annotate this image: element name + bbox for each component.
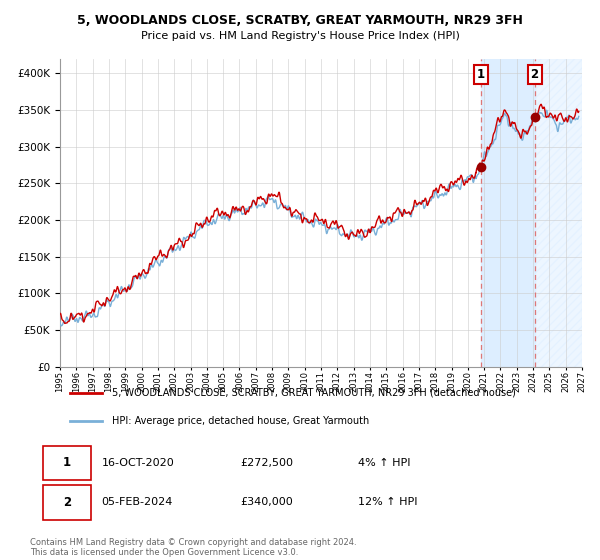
Text: 4% ↑ HPI: 4% ↑ HPI — [358, 458, 410, 468]
Text: 1: 1 — [476, 68, 485, 81]
Text: £272,500: £272,500 — [240, 458, 293, 468]
Text: Price paid vs. HM Land Registry's House Price Index (HPI): Price paid vs. HM Land Registry's House … — [140, 31, 460, 41]
Text: £340,000: £340,000 — [240, 497, 293, 507]
Text: 5, WOODLANDS CLOSE, SCRATBY, GREAT YARMOUTH, NR29 3FH (detached house): 5, WOODLANDS CLOSE, SCRATBY, GREAT YARMO… — [112, 388, 516, 398]
Text: 1: 1 — [62, 456, 71, 469]
Text: Contains HM Land Registry data © Crown copyright and database right 2024.
This d: Contains HM Land Registry data © Crown c… — [30, 538, 356, 557]
Text: 16-OCT-2020: 16-OCT-2020 — [101, 458, 174, 468]
Bar — [535, 59, 582, 367]
Text: 2: 2 — [62, 496, 71, 509]
Bar — [481, 59, 535, 367]
Text: 2: 2 — [530, 68, 539, 81]
FancyBboxPatch shape — [43, 486, 91, 520]
Text: 05-FEB-2024: 05-FEB-2024 — [101, 497, 173, 507]
Text: 12% ↑ HPI: 12% ↑ HPI — [358, 497, 417, 507]
FancyBboxPatch shape — [43, 446, 91, 480]
Text: HPI: Average price, detached house, Great Yarmouth: HPI: Average price, detached house, Grea… — [112, 416, 370, 426]
Text: 5, WOODLANDS CLOSE, SCRATBY, GREAT YARMOUTH, NR29 3FH: 5, WOODLANDS CLOSE, SCRATBY, GREAT YARMO… — [77, 14, 523, 27]
